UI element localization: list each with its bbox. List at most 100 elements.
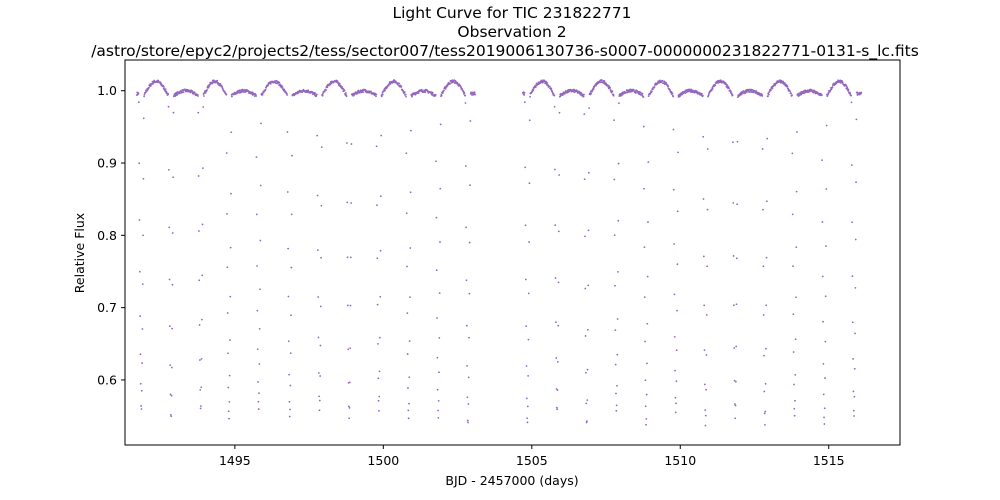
data-point xyxy=(524,166,527,169)
data-point xyxy=(258,327,261,330)
data-point xyxy=(758,92,761,95)
data-point xyxy=(434,93,437,96)
data-point xyxy=(831,86,834,89)
data-point xyxy=(317,336,320,339)
data-point xyxy=(259,288,261,291)
data-point xyxy=(467,376,470,379)
data-point xyxy=(229,339,231,342)
data-point xyxy=(319,344,322,347)
data-point xyxy=(337,81,340,84)
data-point xyxy=(618,102,620,105)
data-point xyxy=(417,92,420,94)
data-point xyxy=(810,89,813,91)
data-point xyxy=(762,314,765,316)
data-point xyxy=(141,362,144,364)
data-point xyxy=(424,91,427,94)
data-point xyxy=(439,241,441,243)
data-point xyxy=(407,387,409,389)
data-point xyxy=(346,304,349,307)
data-point xyxy=(405,95,407,98)
data-point xyxy=(646,322,649,325)
data-point xyxy=(524,278,527,281)
data-point xyxy=(256,309,259,312)
data-point xyxy=(679,95,682,97)
data-point xyxy=(856,91,858,94)
data-point xyxy=(550,87,553,90)
data-point xyxy=(534,86,537,89)
data-point xyxy=(554,224,557,227)
x-axis: 1495 1500 1505 1510 1515 xyxy=(219,445,845,468)
data-point xyxy=(821,159,823,162)
data-point xyxy=(762,265,765,268)
chart-title-line-2: Observation 2 xyxy=(457,23,566,41)
data-point xyxy=(468,292,471,295)
data-point xyxy=(528,182,531,185)
data-point xyxy=(163,86,165,88)
data-point xyxy=(141,328,144,330)
data-point xyxy=(320,204,323,207)
data-point xyxy=(563,93,566,95)
data-point xyxy=(435,216,438,219)
data-point xyxy=(612,94,615,97)
data-point xyxy=(702,135,705,138)
data-point xyxy=(702,255,705,258)
data-point xyxy=(587,229,590,232)
data-point xyxy=(437,417,440,419)
data-point xyxy=(467,421,469,424)
data-point xyxy=(583,178,586,181)
data-point xyxy=(370,90,372,93)
data-point xyxy=(257,381,259,383)
data-point xyxy=(137,92,140,95)
data-point xyxy=(346,201,349,204)
data-point xyxy=(642,125,645,128)
data-point xyxy=(456,82,459,85)
data-point xyxy=(315,93,318,96)
data-point xyxy=(378,336,381,339)
data-point xyxy=(318,399,321,402)
data-point xyxy=(704,409,707,412)
data-point xyxy=(706,208,709,211)
data-point xyxy=(319,305,322,308)
data-point xyxy=(227,386,230,389)
data-point xyxy=(142,117,145,120)
data-point xyxy=(137,101,140,104)
data-point xyxy=(642,96,645,98)
data-point xyxy=(793,383,795,386)
data-point xyxy=(316,194,319,197)
data-point xyxy=(168,226,171,229)
data-point xyxy=(672,188,675,191)
data-point xyxy=(359,91,361,94)
data-point xyxy=(230,192,232,195)
data-point xyxy=(646,362,648,365)
data-point xyxy=(593,86,595,89)
data-point xyxy=(645,393,648,396)
data-point xyxy=(641,92,644,95)
data-point xyxy=(591,90,594,93)
data-point xyxy=(379,195,382,198)
data-point xyxy=(825,245,827,248)
data-point xyxy=(795,246,798,249)
data-point xyxy=(467,403,470,405)
data-point xyxy=(651,90,653,93)
data-point xyxy=(553,105,556,108)
data-point xyxy=(555,357,558,359)
data-point xyxy=(168,278,171,281)
data-point xyxy=(229,246,232,249)
x-tick-label: 1495 xyxy=(219,453,251,468)
data-point xyxy=(854,238,857,241)
data-point xyxy=(823,423,826,425)
data-point xyxy=(420,88,423,91)
data-point xyxy=(675,380,678,383)
data-point xyxy=(556,408,559,411)
data-point xyxy=(821,275,824,278)
data-point xyxy=(701,94,704,97)
data-point xyxy=(141,283,144,286)
data-point xyxy=(825,188,828,190)
data-point xyxy=(853,367,856,370)
data-point xyxy=(316,249,319,251)
data-point xyxy=(835,82,838,85)
data-point xyxy=(617,162,620,165)
data-point xyxy=(437,399,440,402)
data-point xyxy=(435,269,438,272)
data-point xyxy=(617,219,620,222)
